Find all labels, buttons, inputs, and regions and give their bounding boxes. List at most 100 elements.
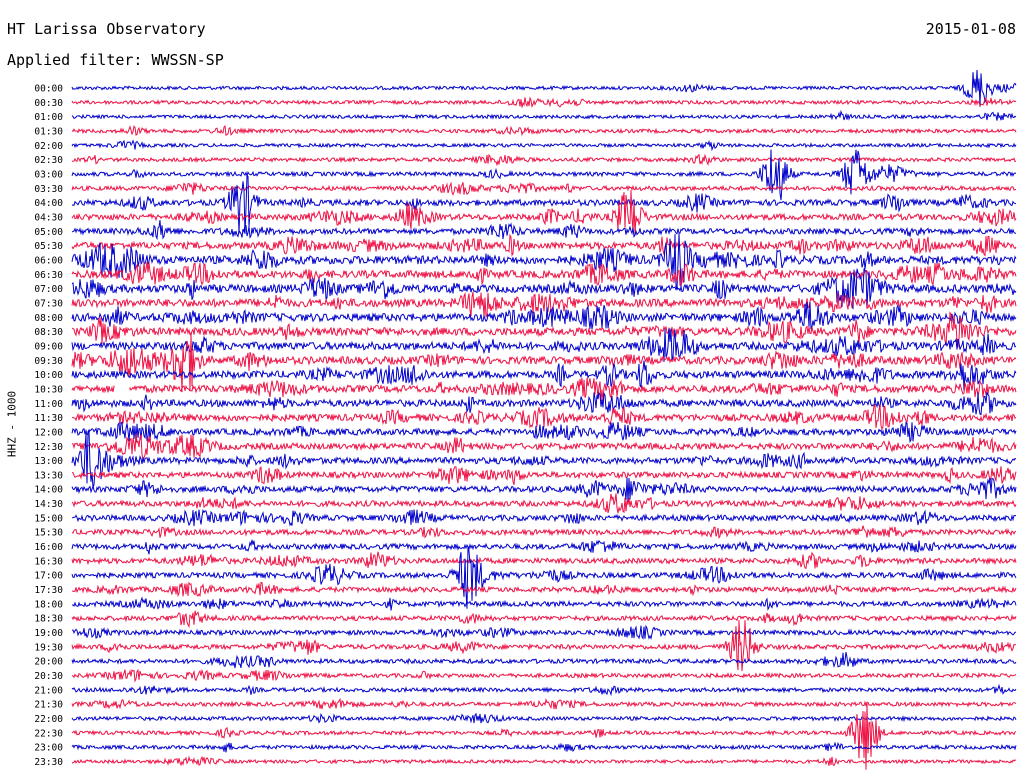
row-time-label: 23:00 <box>34 743 63 754</box>
trace-row <box>71 755 1017 767</box>
trace-row <box>71 551 1017 570</box>
row-time-label: 11:00 <box>34 399 63 410</box>
trace-row <box>71 69 1017 107</box>
row-time-label: 10:00 <box>34 370 63 381</box>
trace-row <box>71 220 1017 241</box>
row-time-label: 16:00 <box>34 542 63 553</box>
trace-row <box>71 509 1017 527</box>
row-time-label: 00:00 <box>34 84 63 95</box>
row-time-label: 20:30 <box>34 671 63 682</box>
row-time-label: 18:00 <box>34 599 63 610</box>
row-time-label: 06:00 <box>34 255 63 266</box>
row-time-label: 09:30 <box>34 356 63 367</box>
row-time-label: 11:30 <box>34 413 63 424</box>
row-time-label: 07:00 <box>34 284 63 295</box>
trace-row <box>71 391 1017 416</box>
row-time-label: 20:00 <box>34 657 63 668</box>
row-time-label: 14:00 <box>34 485 63 496</box>
row-time-label: 17:30 <box>34 585 63 596</box>
trace-row <box>71 652 1017 669</box>
row-time-label: 08:00 <box>34 313 63 324</box>
row-time-label: 12:00 <box>34 427 63 438</box>
trace-row <box>71 233 1017 291</box>
trace-row <box>71 139 1017 152</box>
trace-row <box>71 360 1017 391</box>
row-time-label: 17:00 <box>34 571 63 582</box>
trace-row <box>71 377 1017 402</box>
trace-row <box>71 525 1017 539</box>
row-time-label: 15:30 <box>34 528 63 539</box>
trace-row <box>71 493 1017 514</box>
row-time-label: 04:00 <box>34 198 63 209</box>
observatory-title: HT Larissa Observatory <box>7 20 206 38</box>
trace-row <box>71 477 1017 502</box>
row-time-label: 03:30 <box>34 184 63 195</box>
filter-label: Applied filter: WWSSN-SP <box>7 51 224 69</box>
row-time-label: 18:30 <box>34 614 63 625</box>
trace-row <box>71 268 1017 310</box>
trace-row <box>71 328 1017 362</box>
trace-row <box>72 433 1017 461</box>
trace-row <box>71 301 1017 330</box>
trace-row <box>71 403 1017 431</box>
row-time-label: 23:30 <box>34 757 63 768</box>
trace-row <box>71 125 1017 137</box>
trace-row <box>71 149 1017 201</box>
trace-row <box>71 741 1017 753</box>
row-time-label: 08:30 <box>34 327 63 338</box>
row-time-label: 00:30 <box>34 98 63 109</box>
trace-row <box>72 624 1016 640</box>
trace-row <box>71 683 1017 697</box>
trace-row <box>71 428 1017 488</box>
trace-row <box>71 153 1017 167</box>
row-time-label: 19:30 <box>34 642 63 653</box>
trace-row <box>71 581 1017 598</box>
record-date: 2015-01-08 <box>925 20 1016 38</box>
row-time-label: 07:30 <box>34 298 63 309</box>
trace-row <box>71 181 1016 196</box>
row-time-label: 05:30 <box>34 241 63 252</box>
row-time-label: 01:30 <box>34 126 63 137</box>
trace-row <box>71 261 1017 286</box>
row-time-label: 22:00 <box>34 714 63 725</box>
trace-row <box>71 466 1017 485</box>
row-time-label: 06:30 <box>34 270 63 281</box>
trace-row <box>71 703 1017 770</box>
trace-row <box>71 174 1017 234</box>
row-time-label: 09:00 <box>34 341 63 352</box>
trace-row <box>71 109 1017 121</box>
row-time-label: 21:00 <box>34 685 63 696</box>
row-time-label: 05:00 <box>34 227 63 238</box>
data-gap <box>114 380 130 396</box>
row-time-label: 15:00 <box>34 513 63 524</box>
row-time-label: 10:30 <box>34 384 63 395</box>
trace-row <box>71 311 1017 348</box>
trace-row <box>71 421 1017 443</box>
trace-row <box>71 545 1017 609</box>
trace-row <box>71 610 1017 629</box>
trace-row <box>71 620 1017 672</box>
row-time-label: 13:30 <box>34 470 63 481</box>
trace-row <box>71 96 1017 108</box>
trace-row <box>71 539 1017 555</box>
row-time-label: 03:00 <box>34 169 63 180</box>
row-time-label: 02:30 <box>34 155 63 166</box>
row-time-label: 01:00 <box>34 112 63 123</box>
trace-row <box>71 291 1017 318</box>
row-time-label: 19:00 <box>34 628 63 639</box>
row-time-label: 02:00 <box>34 141 63 152</box>
row-time-label: 22:30 <box>34 728 63 739</box>
trace-row <box>71 190 1017 236</box>
row-time-label: 04:30 <box>34 212 63 223</box>
row-time-label: 16:30 <box>34 556 63 567</box>
trace-row <box>71 332 1017 393</box>
trace-row <box>71 596 1017 611</box>
trace-row <box>71 697 1017 710</box>
row-time-label: 21:30 <box>34 700 63 711</box>
trace-row <box>71 712 1017 724</box>
trace-row <box>71 233 1017 257</box>
row-time-label: 12:30 <box>34 442 63 453</box>
trace-row <box>71 668 1017 683</box>
